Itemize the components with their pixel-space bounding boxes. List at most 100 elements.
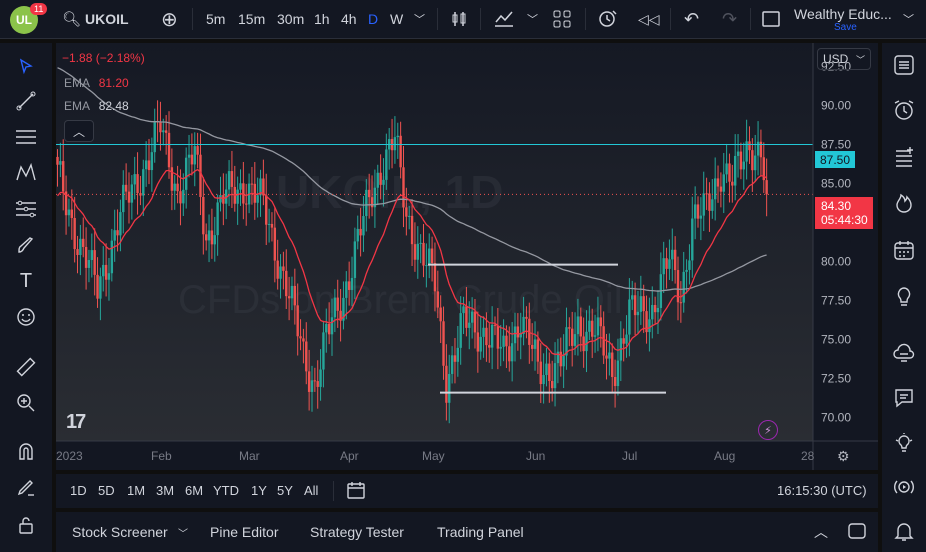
tab-pine-editor[interactable]: Pine Editor <box>210 524 279 540</box>
time-tick-label: Jun <box>526 449 545 463</box>
candle-body <box>582 336 585 352</box>
candle-body <box>159 122 162 133</box>
lightning-icon[interactable]: ⚡︎ <box>758 420 778 440</box>
candle-body <box>242 183 245 204</box>
candle-body <box>310 380 314 392</box>
price-tick-label: 87.50 <box>821 137 851 151</box>
stay-drawing-icon[interactable] <box>12 473 40 501</box>
interval-15m[interactable]: 15m <box>238 11 266 27</box>
fib-icon[interactable] <box>12 195 40 223</box>
range-1m[interactable]: 1M <box>127 483 146 498</box>
range-ytd[interactable]: YTD <box>213 483 239 498</box>
candle-body <box>59 161 62 165</box>
text-icon[interactable]: T <box>19 269 33 292</box>
candles-icon[interactable] <box>450 0 468 38</box>
range-1y[interactable]: 1Y <box>251 483 267 498</box>
hotlist-fire-icon[interactable] <box>890 189 918 217</box>
candle-body <box>396 135 399 138</box>
interval-1h[interactable]: 1h <box>314 11 330 27</box>
alarm-icon[interactable] <box>890 96 918 124</box>
candle-body <box>568 327 571 329</box>
interval-d[interactable]: D <box>368 11 379 27</box>
redo-icon[interactable]: ↷ <box>722 8 738 29</box>
interval-4h[interactable]: 4h <box>341 11 357 27</box>
date-range-calendar-icon[interactable] <box>346 480 366 503</box>
ideas-lightbulb-icon[interactable] <box>890 283 918 311</box>
range-1d[interactable]: 1D <box>70 483 87 498</box>
cursor-icon[interactable] <box>12 53 40 81</box>
ema-slow-legend[interactable]: EMA 82.48 <box>64 99 129 113</box>
currency-select[interactable]: USD ﹀ <box>817 48 871 70</box>
range-all[interactable]: All <box>304 483 319 498</box>
alert-clock-icon[interactable] <box>598 0 618 38</box>
interval-5m[interactable]: 5m <box>206 11 226 27</box>
magnet-icon[interactable] <box>12 437 40 465</box>
axis-settings-gear-icon[interactable]: ⚙︎ <box>837 448 850 464</box>
help-bulb-icon[interactable] <box>890 429 918 457</box>
candle-body <box>516 326 520 338</box>
candle-body <box>702 193 705 216</box>
fullscreen-icon[interactable] <box>762 0 780 38</box>
chevron-up-icon[interactable]: ︿ <box>814 524 828 540</box>
layout-grid-icon[interactable] <box>553 0 571 38</box>
range-5y[interactable]: 5Y <box>277 483 293 498</box>
chevron-down-icon[interactable]: ﹀ <box>527 14 538 26</box>
candle-body <box>448 373 451 403</box>
candle-body <box>296 305 299 337</box>
chart-pane[interactable]: UKOIL, 1D CFDs on Brent Crude Oil 92.50 9… <box>56 43 878 470</box>
candle-body <box>227 171 231 190</box>
candle-body <box>625 334 628 344</box>
candle-body <box>462 306 465 314</box>
candle-body <box>525 316 528 319</box>
watchlist-icon[interactable] <box>890 51 918 79</box>
brush-icon[interactable] <box>12 231 40 259</box>
candle-body <box>164 130 168 133</box>
layout-save-button[interactable]: Wealthy Educ... Save <box>794 0 892 38</box>
horizontal-lines-icon[interactable] <box>12 123 40 151</box>
streams-cloud-icon[interactable] <box>890 338 918 366</box>
emoji-icon[interactable] <box>12 303 40 331</box>
price-tick-label: 77.50 <box>821 294 851 308</box>
interval-30m[interactable]: 30m <box>277 11 305 27</box>
zoom-in-icon[interactable] <box>12 389 40 417</box>
chat-icon[interactable] <box>890 384 918 412</box>
plot-area[interactable] <box>56 43 813 441</box>
price-chart[interactable]: UKOIL, 1D CFDs on Brent Crude Oil 92.509… <box>56 43 878 470</box>
chevron-down-icon[interactable]: ﹀ <box>414 14 425 26</box>
maximize-panel-icon[interactable] <box>848 523 866 542</box>
drawing-toolbar: T <box>0 43 52 552</box>
pattern-icon[interactable] <box>12 159 40 187</box>
time-tick-label: May <box>422 449 445 463</box>
range-3m[interactable]: 3M <box>156 483 175 498</box>
chevron-down-icon[interactable]: ﹀ <box>903 14 914 26</box>
ruler-icon[interactable] <box>12 353 40 381</box>
candle-body <box>488 345 491 348</box>
tab-stock-screener[interactable]: Stock Screener <box>72 524 168 540</box>
candle-body <box>405 207 408 217</box>
chevron-down-icon[interactable]: ﹀ <box>178 529 188 540</box>
collapse-legend-button[interactable]: ︿ <box>64 120 94 142</box>
broadcast-play-icon[interactable] <box>890 473 918 501</box>
trend-line-icon[interactable] <box>12 87 40 115</box>
lock-icon[interactable] <box>12 511 40 539</box>
tab-strategy-tester[interactable]: Strategy Tester <box>310 524 404 540</box>
candle-body <box>570 328 574 346</box>
calendar-icon[interactable] <box>890 236 918 264</box>
compare-add-button[interactable]: ⊕ <box>161 8 178 31</box>
range-5d[interactable]: 5D <box>98 483 115 498</box>
data-window-icon[interactable] <box>890 143 918 171</box>
indicators-icon[interactable] <box>494 0 514 38</box>
candle-body <box>713 178 717 200</box>
range-6m[interactable]: 6M <box>185 483 204 498</box>
symbol-search[interactable]: 🔍︎ UKOIL <box>62 0 129 38</box>
undo-icon[interactable]: ↶ <box>684 8 700 29</box>
ema-fast-legend[interactable]: EMA 81.20 <box>64 76 129 90</box>
interval-w[interactable]: W <box>390 11 404 27</box>
notifications-bell-icon[interactable] <box>890 517 918 545</box>
clock-readout[interactable]: 16:15:30 (UTC) <box>777 483 867 498</box>
candle-body <box>327 323 331 335</box>
candle-body <box>170 167 174 191</box>
hline-price-label: 87.50 <box>815 151 855 168</box>
tab-trading-panel[interactable]: Trading Panel <box>437 524 524 540</box>
replay-icon[interactable]: ◁◁ <box>638 10 660 27</box>
